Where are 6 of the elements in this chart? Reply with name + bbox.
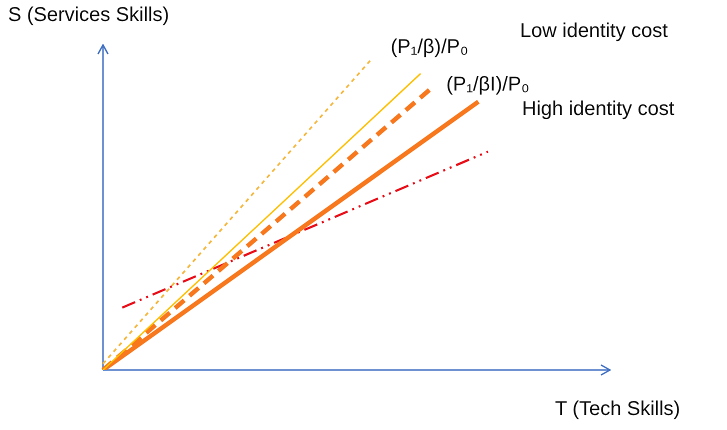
series-label: (P₁/βI)/P₀: [446, 74, 530, 96]
series-label: (P₁/β)/P₀: [390, 36, 468, 58]
text: High identity cost: [522, 98, 674, 121]
text: Low identity cost: [520, 20, 668, 43]
x-axis-title: T (Tech Skills): [555, 398, 680, 421]
y-axis-title: S (Services Skills): [8, 4, 170, 27]
